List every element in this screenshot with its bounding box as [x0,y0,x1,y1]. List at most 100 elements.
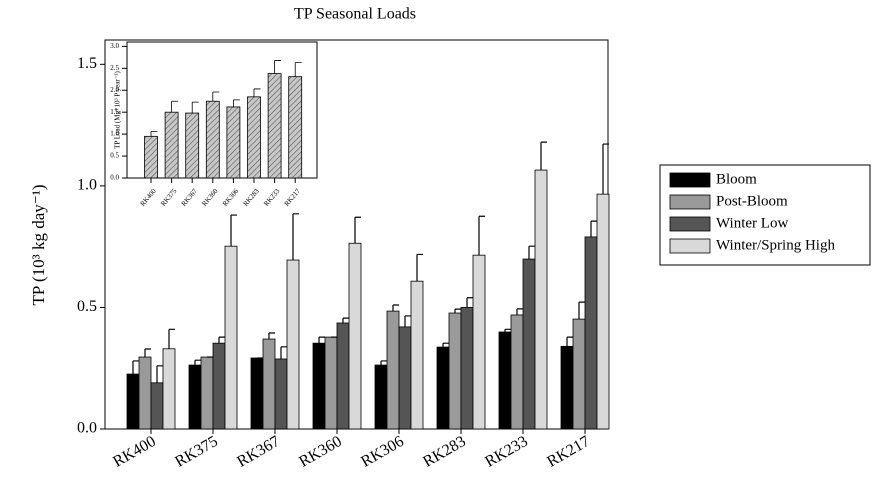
bar [212,342,226,430]
bar [510,314,524,430]
bar [247,96,261,179]
error-bar [156,365,163,383]
x-tick-label: RK233 [262,187,281,208]
y-tick-label: 1.5 [110,108,119,116]
bar [410,280,424,430]
y-tick-label: 1.0 [110,130,119,138]
bar [250,357,264,430]
y-tick-label: 2.0 [110,86,119,94]
error-bar [566,336,573,347]
y-tick-label: 0.0 [110,174,119,182]
legend-swatch [669,172,711,188]
y-tick-label: 0.0 [77,420,97,437]
x-tick-label: RK360 [296,433,345,471]
bar [374,364,388,430]
legend-swatch [669,194,711,210]
bar [572,318,586,430]
x-tick-label: RK375 [172,433,221,471]
error-bar [294,62,302,77]
error-bar [478,215,485,256]
error-bar [380,360,387,366]
bar [386,310,400,430]
error-bar [292,213,299,261]
y-tick-label: 0.5 [77,298,97,315]
bar [205,100,220,179]
bar [312,342,326,430]
error-bar [274,60,282,74]
error-bar [590,220,597,237]
bar [460,307,474,430]
bar [522,258,536,430]
y-tick-label: 3.0 [110,42,119,50]
chart-title: TP Seasonal Loads [294,6,416,23]
error-bar [253,88,261,97]
bar [188,364,202,430]
x-tick-label: RK367 [234,433,283,471]
error-bar [504,328,511,332]
y-axis-label: TP (10³ kg day⁻¹) [29,185,48,306]
error-bar [280,346,287,359]
bar [398,326,412,430]
x-tick-label: RK283 [420,433,469,471]
bar [267,73,282,179]
bar [150,382,164,430]
legend-swatch [669,216,711,232]
error-bar [392,304,399,312]
bar [138,356,152,430]
error-bar [233,99,240,107]
inset-frame [126,41,318,179]
bar [164,111,179,179]
x-tick-label: RK306 [358,433,407,471]
error-bar [528,245,535,260]
x-tick-label: RK400 [139,187,158,208]
error-bar [144,348,151,358]
y-tick-label: 0.5 [110,152,119,160]
bar [288,76,303,179]
y-tick-label: 2.5 [110,64,119,72]
x-tick-label: RK217 [283,187,302,208]
bar [498,331,512,430]
legend-label: Post-Bloom [716,193,788,209]
error-bar [230,214,237,247]
legend-label: Winter/Spring High [716,237,835,253]
error-bar [578,301,585,320]
error-bar [602,143,609,195]
bar [324,336,338,430]
error-bar [466,297,473,308]
error-bar [454,308,461,314]
bar [348,242,362,430]
x-tick-label: RK217 [544,433,593,471]
bar [436,346,450,430]
legend-label: Winter Low [716,215,788,231]
bar [534,169,548,430]
x-tick-label: RK306 [221,187,240,208]
error-bar [416,253,423,282]
bar [200,356,214,430]
bar [226,106,241,179]
error-bar [342,317,349,323]
bar [472,254,486,430]
y-tick-label: 1.0 [77,177,97,194]
error-bar [191,101,199,114]
bar [596,193,610,430]
error-bar [132,360,139,375]
error-bar [150,131,158,137]
error-bar [354,216,361,244]
bar [448,312,462,430]
error-bar [540,141,547,171]
error-bar [194,359,201,366]
bar [560,345,574,430]
error-bar [168,328,175,349]
bar [262,338,276,430]
bar [274,358,288,430]
legend-label: Bloom [716,171,757,187]
error-bar [171,100,179,113]
bar [162,348,176,430]
bar [286,259,300,430]
x-tick-label: RK360 [200,187,219,208]
x-tick-label: RK283 [242,187,261,208]
error-bar [318,336,325,344]
inset-y-axis-label: TP Load (Mg*10³ P year⁻¹) [114,70,122,148]
y-tick-label: 1.5 [77,55,97,72]
